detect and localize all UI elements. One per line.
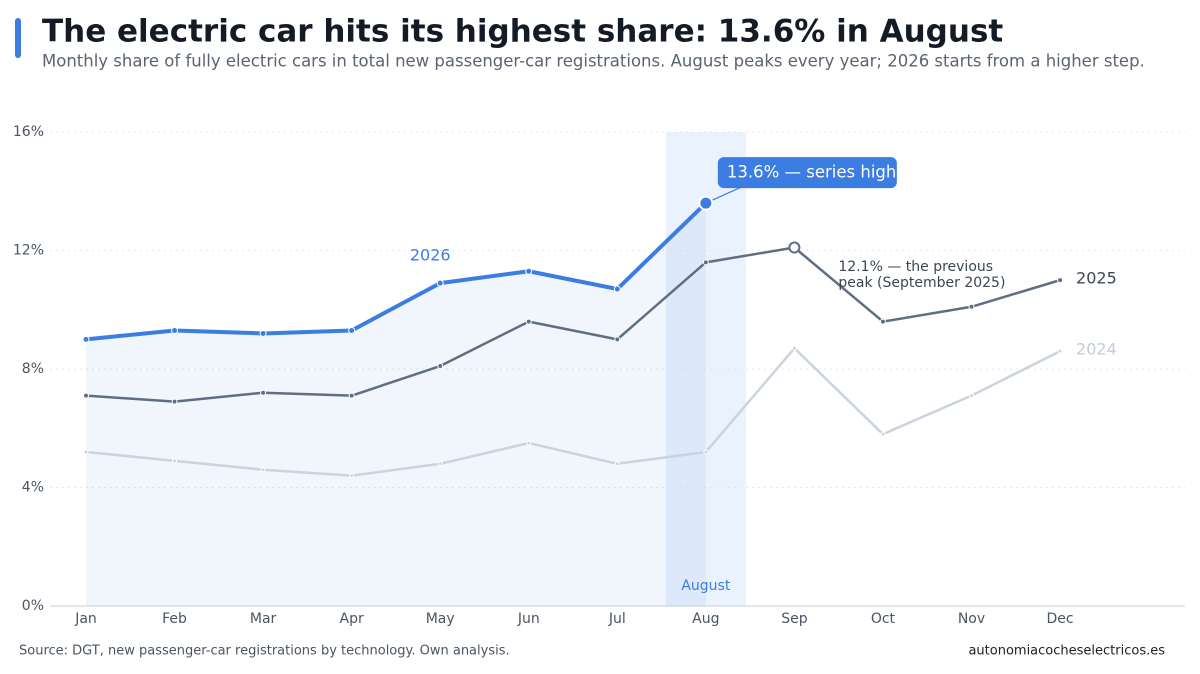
series-label: 2024 [1076, 340, 1117, 359]
point [260, 467, 266, 473]
point [349, 473, 355, 479]
y-tick-label: 0% [22, 598, 44, 614]
point [259, 329, 267, 337]
x-tick-label: Nov [958, 611, 985, 627]
point [880, 431, 886, 437]
highlight-point [788, 241, 801, 254]
point [348, 392, 355, 399]
y-tick-label: 12% [13, 243, 44, 259]
point [436, 279, 444, 287]
y-tick-label: 4% [22, 480, 44, 496]
series-line [85, 201, 708, 342]
y-tick-label: 16% [13, 124, 44, 140]
area [86, 203, 706, 606]
point [526, 440, 532, 446]
point [83, 392, 89, 399]
callout-box [717, 157, 897, 189]
point [702, 259, 709, 266]
x-tick-label: Feb [162, 611, 187, 627]
chart-subtitle: Monthly share of fully electric cars in … [42, 52, 1145, 71]
point [791, 345, 797, 351]
point [83, 449, 89, 455]
x-tick-label: Aug [692, 611, 719, 627]
x-tick-label: Mar [250, 611, 277, 627]
point [1057, 348, 1063, 354]
point [525, 267, 533, 275]
point [613, 285, 621, 293]
point [437, 363, 444, 370]
x-tick-label: Jul [608, 611, 626, 627]
x-tick-label: Dec [1047, 611, 1074, 627]
x-tick-label: Oct [871, 611, 896, 627]
point [614, 461, 620, 467]
series-label: 2026 [410, 246, 451, 265]
point [171, 398, 178, 405]
point [969, 393, 974, 399]
source: Source: DGT, new passenger-car registrat… [19, 644, 510, 659]
point [82, 335, 90, 343]
highlight-label: August [681, 578, 731, 594]
callout-text: 13.6% — series high [727, 163, 897, 182]
series-label: 2025 [1076, 269, 1117, 288]
point [1057, 277, 1064, 284]
point [879, 318, 886, 325]
title-accent [15, 18, 21, 58]
x-tick-label: May [426, 611, 455, 627]
point [437, 461, 443, 467]
series-line [85, 246, 1061, 403]
annotation: 12.1% — the previous peak (September 202… [838, 258, 1006, 291]
x-tick-label: Jun [517, 611, 540, 627]
site: autonomiacocheselectricos.es [968, 644, 1165, 659]
point [171, 326, 179, 334]
chart-title: The electric car hits its highest share:… [42, 14, 1003, 50]
point [172, 458, 178, 464]
point [525, 318, 532, 325]
point [614, 336, 621, 343]
x-tick-label: Sep [781, 611, 808, 627]
x-tick-label: Apr [340, 611, 364, 627]
x-tick-label: Jan [74, 611, 97, 627]
point [703, 449, 709, 455]
point [968, 303, 975, 310]
highlight-point [698, 195, 714, 211]
series-line [85, 347, 1061, 477]
y-tick-label: 8% [22, 361, 44, 377]
point [260, 389, 267, 396]
point [348, 326, 356, 334]
